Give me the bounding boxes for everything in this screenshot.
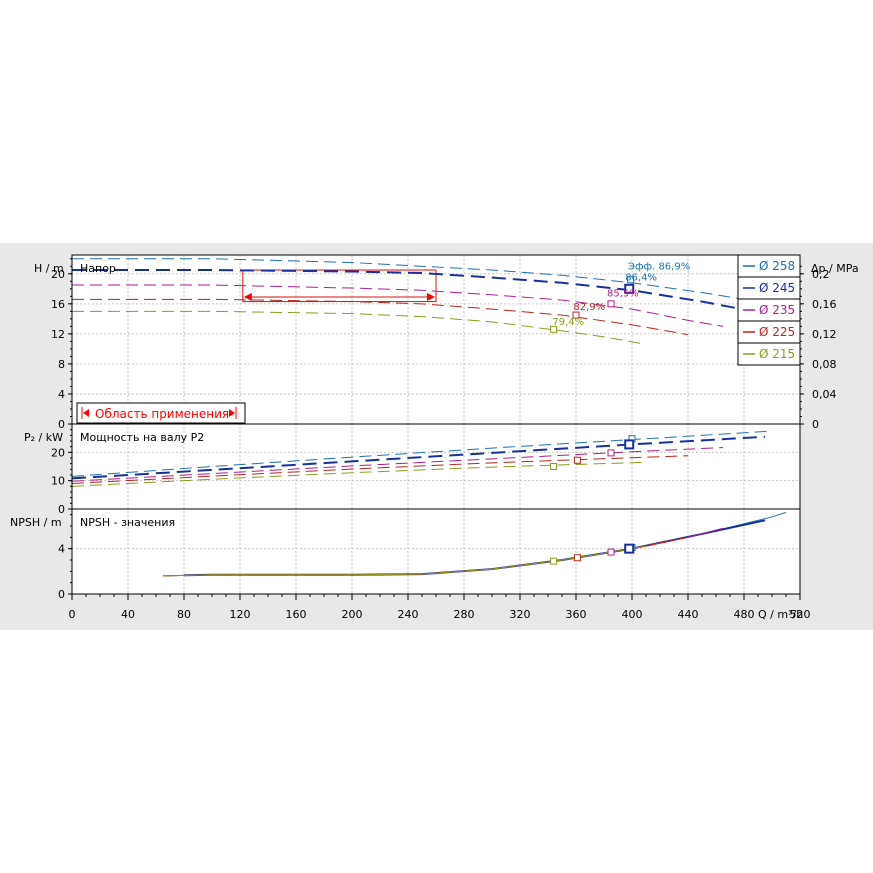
legend-label: Ø 258 bbox=[759, 259, 795, 273]
power-operating-point bbox=[550, 463, 558, 470]
power-y-tick-label: 0 bbox=[58, 503, 65, 516]
x-tick-label: 440 bbox=[678, 608, 699, 621]
efficiency-annotation: 86,4% bbox=[625, 273, 657, 284]
application-range-arrow-right bbox=[427, 293, 435, 302]
legend-label: Ø 245 bbox=[759, 281, 795, 295]
x-tick-label: 80 bbox=[177, 608, 191, 621]
x-tick-label: 240 bbox=[398, 608, 419, 621]
application-range-arrow-left bbox=[243, 293, 252, 302]
y2-tick-label: 0,08 bbox=[812, 358, 837, 371]
npsh-y-tick-label: 4 bbox=[58, 543, 65, 556]
head-curve bbox=[72, 310, 647, 345]
power-curve bbox=[71, 435, 766, 480]
axes: 0 40 80 120 160 200 240 280 320 360 400 440 480 52004… bbox=[51, 258, 837, 621]
x-axis-label: Q / m³/h bbox=[758, 608, 803, 621]
head-y2label: Δp / MPa bbox=[811, 262, 859, 275]
head-y-tick-label: 12 bbox=[51, 328, 65, 341]
y2-tick-label: 0,04 bbox=[812, 388, 837, 401]
legend-label: Ø 225 bbox=[759, 325, 795, 339]
power-panel-title: Мощность на валу P2 bbox=[80, 431, 204, 444]
power-curve bbox=[71, 447, 724, 482]
npsh-operating-point bbox=[624, 543, 635, 554]
legend: Ø 258 Ø 245 Ø 235 Ø 225 Ø 215 bbox=[737, 254, 801, 366]
head-curve bbox=[72, 269, 766, 315]
power-ylabel: P₂ / kW bbox=[24, 431, 63, 444]
legend-item-box bbox=[737, 342, 801, 366]
npsh-operating-point bbox=[550, 557, 558, 565]
npsh-operating-point bbox=[573, 554, 581, 562]
head-operating-point bbox=[607, 300, 615, 308]
application-range-frame bbox=[76, 402, 246, 424]
application-range-label: Область применения bbox=[95, 407, 229, 421]
efficiency-annotation: 82,9% bbox=[573, 302, 605, 313]
npsh-curve bbox=[162, 545, 647, 577]
power-operating-point bbox=[573, 456, 581, 464]
y2-tick-label: 0,2 bbox=[812, 268, 830, 281]
x-tick-label: 400 bbox=[622, 608, 643, 621]
head-curve bbox=[72, 298, 689, 336]
y2-tick-label: 0 bbox=[812, 418, 819, 431]
head-ylabel: H / m bbox=[34, 262, 64, 275]
legend-label: Ø 235 bbox=[759, 303, 795, 317]
head-curve bbox=[72, 258, 787, 308]
legend-label: Ø 215 bbox=[759, 347, 795, 361]
npsh-operating-point bbox=[607, 548, 615, 556]
head-y-tick-label: 20 bbox=[51, 268, 65, 281]
power-y-tick-label: 10 bbox=[51, 475, 65, 488]
range-left-arrow-icon bbox=[83, 409, 89, 417]
head-panel-title: Напор bbox=[80, 262, 116, 275]
y2-tick-label: 0,12 bbox=[812, 328, 837, 341]
power-curve bbox=[71, 430, 773, 477]
npsh-panel-title: NPSH - значения bbox=[80, 516, 175, 529]
head-operating-point bbox=[624, 283, 635, 294]
x-tick-label: 520 bbox=[790, 608, 811, 621]
head-operating-point bbox=[627, 276, 635, 284]
range-right-arrow-icon bbox=[229, 409, 235, 417]
head-y-tick-label: 8 bbox=[58, 358, 65, 371]
head-y-tick-label: 4 bbox=[58, 388, 65, 401]
efficiency-annotation: 85,5% bbox=[607, 288, 639, 299]
power-curve bbox=[71, 455, 689, 484]
head-curve bbox=[72, 284, 724, 327]
x-tick-label: 200 bbox=[342, 608, 363, 621]
npsh-y-tick-label: 0 bbox=[58, 588, 65, 601]
efficiency-annotation: 79,4% bbox=[552, 317, 584, 328]
power-operating-point bbox=[607, 449, 615, 457]
operating-points: Эфф. 86,9%86,4% 85,5%82,9% 79,4% bbox=[550, 261, 690, 565]
head-operating-point bbox=[550, 325, 558, 333]
curves bbox=[71, 258, 787, 577]
power-operating-point bbox=[624, 439, 635, 450]
x-tick-label: 280 bbox=[454, 608, 475, 621]
efficiency-annotation: Эфф. 86,9% bbox=[628, 261, 690, 272]
power-y-tick-label: 20 bbox=[51, 446, 65, 459]
x-tick-label: 320 bbox=[510, 608, 531, 621]
head-y-tick-label: 16 bbox=[51, 298, 65, 311]
x-tick-label: 480 bbox=[734, 608, 755, 621]
head-y-tick-label: 0 bbox=[58, 418, 65, 431]
npsh-ylabel: NPSH / m bbox=[10, 516, 62, 529]
x-tick-label: 120 bbox=[230, 608, 251, 621]
application-range-box: Область применения bbox=[76, 402, 246, 424]
x-tick-label: 0 bbox=[69, 608, 76, 621]
power-curve bbox=[71, 461, 647, 487]
x-tick-label: 160 bbox=[286, 608, 307, 621]
x-tick-label: 40 bbox=[121, 608, 135, 621]
head-operating-point bbox=[572, 311, 580, 319]
x-tick-label: 360 bbox=[566, 608, 587, 621]
y2-tick-label: 0,16 bbox=[812, 298, 837, 311]
